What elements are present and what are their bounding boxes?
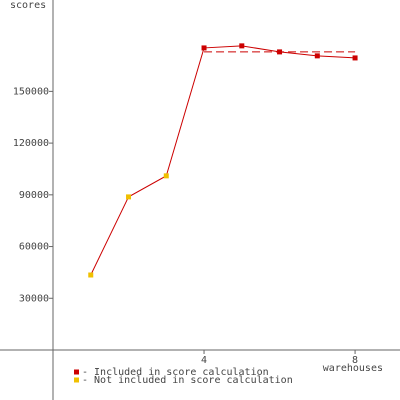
y-tick-label: 150000 — [13, 86, 49, 97]
x-axis-label: warehouses — [323, 363, 383, 374]
legend-label: - Included in score calculation — [82, 367, 269, 378]
y-tick-label: 90000 — [19, 190, 49, 201]
data-point — [239, 43, 245, 49]
data-line — [90, 45, 356, 276]
x-tick-label: 4 — [201, 355, 207, 366]
y-tick-label: 30000 — [19, 293, 49, 304]
y-tick-label: 60000 — [19, 242, 49, 253]
data-point — [314, 53, 320, 59]
data-point — [201, 45, 207, 51]
legend-swatch — [74, 369, 79, 375]
legend-label: - Not included in score calculation — [82, 375, 293, 386]
data-point — [163, 173, 169, 179]
data-point — [88, 272, 94, 278]
y-tick-label: 120000 — [13, 138, 49, 149]
data-point — [277, 49, 283, 55]
x-tick-label: 8 — [352, 355, 358, 366]
y-axis-label: scores — [10, 0, 46, 11]
legend-swatch — [74, 377, 79, 383]
data-point — [352, 55, 358, 61]
data-point — [126, 194, 132, 200]
